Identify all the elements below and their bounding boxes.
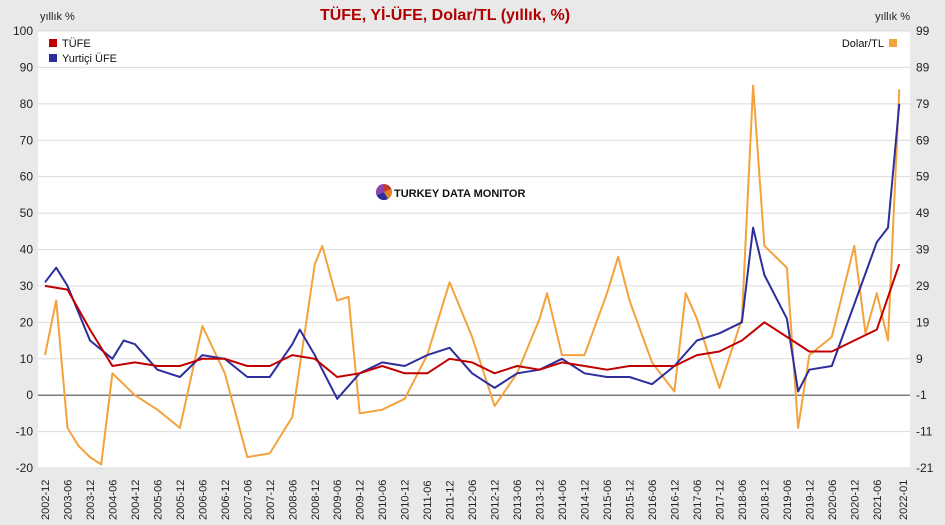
x-tick-label: 2019-06: [782, 480, 794, 520]
right-tick-label: 59: [916, 170, 930, 184]
x-tick-label: 2015-12: [624, 480, 636, 520]
x-tick-label: 2008-06: [287, 480, 299, 520]
x-tick-label: 2016-06: [647, 480, 659, 520]
right-tick-label: 9: [916, 352, 923, 366]
legend-swatch-tufe: [49, 39, 57, 47]
legend-swatch-dolar: [889, 39, 897, 47]
right-axis-unit: yıllık %: [875, 11, 910, 23]
x-tick-label: 2011-06: [422, 480, 434, 520]
right-tick-label: -11: [916, 425, 933, 439]
series-line-yurti-i-fe: [44, 103, 901, 400]
right-tick-label: 79: [916, 97, 930, 111]
right-axis-ticks: 99 89 79 69 59 49 39 29 19 9 -1 -11 -21: [916, 24, 934, 475]
chart-title: TÜFE, Yİ-ÜFE, Dolar/TL (yıllık, %): [320, 5, 570, 24]
left-axis-unit: yıllık %: [40, 11, 75, 23]
left-tick-label: 60: [20, 170, 34, 184]
left-tick-label: 40: [20, 243, 34, 257]
right-tick-label: 29: [916, 279, 930, 293]
x-tick-label: 2016-12: [669, 480, 681, 520]
x-tick-label: 2010-12: [400, 480, 412, 520]
x-tick-label: 2020-06: [827, 480, 839, 520]
x-tick-label: 2012-12: [490, 480, 502, 520]
watermark-text: TURKEY DATA MONITOR: [394, 188, 525, 200]
right-tick-label: 69: [916, 133, 930, 147]
x-tick-label: 2006-06: [197, 480, 209, 520]
x-tick-label: 2009-06: [332, 480, 344, 520]
x-tick-label: 2006-12: [220, 480, 232, 520]
x-tick-label: 2015-06: [602, 480, 614, 520]
x-tick-label: 2010-06: [377, 480, 389, 520]
legend-label-ufe: Yurtiçi ÜFE: [62, 53, 117, 65]
series-line-dolar-tl: [44, 84, 901, 466]
series-lines: [44, 84, 901, 466]
x-tick-label: 2021-06: [872, 480, 884, 520]
left-tick-label: 70: [20, 133, 34, 147]
left-tick-label: 10: [20, 352, 34, 366]
right-tick-label: 89: [916, 60, 930, 74]
x-tick-label: 2014-06: [557, 480, 569, 520]
x-axis-ticks: 2002-12 2003-06 2003-12 2004-06 2004-12 2005-…: [40, 480, 910, 520]
x-tick-label: 2011-12: [445, 480, 457, 520]
legend-left: TÜFE Yurtiçi ÜFE: [49, 38, 117, 65]
x-tick-label: 2005-06: [152, 480, 164, 520]
x-tick-label: 2012-06: [467, 480, 479, 520]
right-tick-label: 99: [916, 24, 930, 38]
x-tick-label: 2018-06: [737, 480, 749, 520]
left-tick-label: 80: [20, 97, 34, 111]
x-tick-label: 2003-12: [85, 480, 97, 520]
x-tick-label: 2018-12: [759, 480, 771, 520]
left-tick-label: 100: [13, 24, 33, 38]
logo-pie-icon: [375, 183, 393, 201]
left-tick-label: -10: [16, 425, 34, 439]
left-tick-label: 0: [26, 388, 33, 402]
right-tick-label: 49: [916, 206, 930, 220]
right-tick-label: -1: [916, 388, 927, 402]
watermark-logo: TURKEY DATA MONITOR: [375, 183, 525, 201]
left-tick-label: -20: [16, 461, 34, 475]
x-tick-label: 2007-06: [242, 480, 254, 520]
right-tick-label: 39: [916, 243, 930, 257]
series-line-t-fe: [44, 263, 901, 378]
right-tick-label: 19: [916, 315, 930, 329]
right-tick-label: -21: [916, 461, 934, 475]
x-tick-label: 2008-12: [310, 480, 322, 520]
x-tick-label: 2020-12: [849, 480, 861, 520]
x-tick-label: 2013-12: [535, 480, 547, 520]
left-tick-label: 20: [20, 315, 34, 329]
x-tick-label: 2017-12: [714, 480, 726, 520]
x-tick-label: 2013-06: [512, 480, 524, 520]
x-tick-label: 2007-12: [265, 480, 277, 520]
x-tick-label: 2022-01: [898, 480, 910, 520]
legend-right: Dolar/TL: [842, 38, 897, 50]
x-tick-label: 2009-12: [355, 480, 367, 520]
x-tick-label: 2002-12: [40, 480, 52, 520]
left-tick-label: 50: [20, 206, 34, 220]
x-tick-label: 2017-06: [692, 480, 704, 520]
x-tick-label: 2004-06: [107, 480, 119, 520]
legend-label-dolar: Dolar/TL: [842, 38, 884, 50]
x-tick-label: 2004-12: [130, 480, 142, 520]
x-tick-label: 2019-12: [804, 480, 816, 520]
x-tick-label: 2005-12: [175, 480, 187, 520]
legend-swatch-ufe: [49, 54, 57, 62]
left-tick-label: 90: [20, 60, 34, 74]
left-tick-label: 30: [20, 279, 34, 293]
x-tick-label: 2003-06: [62, 480, 74, 520]
x-tick-label: 2014-12: [580, 480, 592, 520]
legend-label-tufe: TÜFE: [62, 38, 91, 50]
